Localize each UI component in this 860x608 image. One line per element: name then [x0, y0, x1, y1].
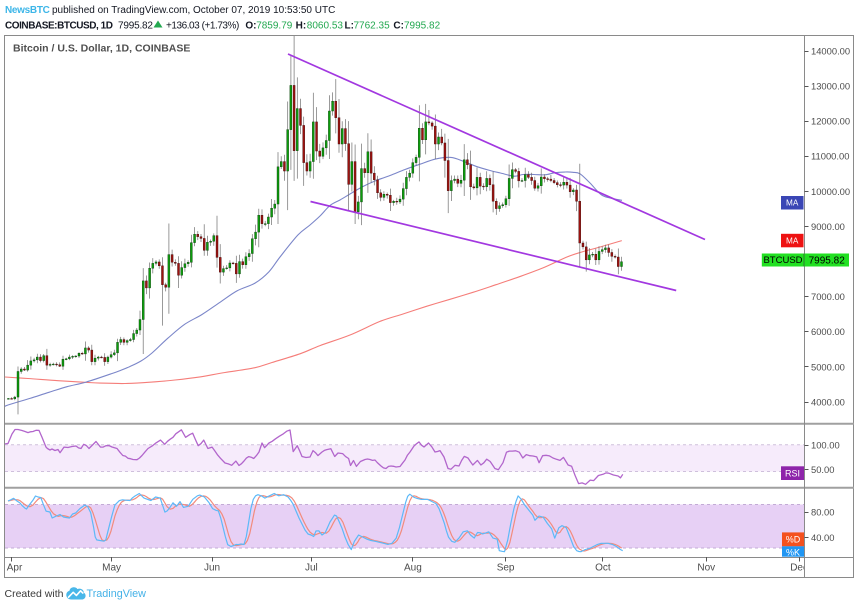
svg-text:BTCUSD: BTCUSD	[763, 255, 802, 266]
svg-text:50.00: 50.00	[811, 464, 834, 475]
svg-text:L:: L:	[345, 20, 354, 31]
svg-text:8060.53: 8060.53	[307, 20, 344, 31]
svg-text:7859.79: 7859.79	[256, 20, 293, 31]
svg-text:13000.00: 13000.00	[811, 81, 850, 92]
svg-text:5000.00: 5000.00	[811, 361, 845, 372]
svg-text:14000.00: 14000.00	[811, 45, 850, 56]
svg-text:C:: C:	[393, 20, 404, 31]
svg-text:O:: O:	[245, 20, 256, 31]
svg-text:6000.00: 6000.00	[811, 326, 845, 337]
svg-text:9000.00: 9000.00	[811, 221, 845, 232]
svg-text:80.00: 80.00	[811, 507, 834, 518]
svg-text:MA: MA	[786, 236, 799, 245]
svg-text:Nov: Nov	[697, 563, 715, 574]
svg-text:RSI: RSI	[785, 468, 800, 478]
svg-text:%D: %D	[786, 534, 801, 544]
svg-text:11000.00: 11000.00	[811, 151, 849, 162]
svg-text:4000.00: 4000.00	[811, 396, 845, 407]
svg-text:Apr: Apr	[7, 563, 23, 574]
svg-text:Jun: Jun	[204, 563, 220, 574]
svg-text:Bitcoin / U.S. Dollar, 1D, COI: Bitcoin / U.S. Dollar, 1D, COINBASE	[13, 43, 190, 55]
svg-text:+136.03 (+1.73%): +136.03 (+1.73%)	[166, 20, 239, 31]
svg-text:7995.82: 7995.82	[809, 255, 846, 266]
svg-text:published on TradingView.com,: published on TradingView.com, October 07…	[52, 5, 335, 16]
svg-text:Created with: Created with	[5, 588, 64, 600]
svg-text:%K: %K	[786, 547, 800, 557]
svg-text:NewsBTC: NewsBTC	[5, 5, 50, 16]
svg-text:40.00: 40.00	[811, 532, 834, 543]
svg-text:12000.00: 12000.00	[811, 116, 850, 127]
svg-text:Sep: Sep	[497, 563, 515, 574]
svg-text:10000.00: 10000.00	[811, 186, 850, 197]
svg-text:7995.82: 7995.82	[118, 20, 153, 31]
svg-text:7762.35: 7762.35	[354, 20, 391, 31]
svg-text:7995.82: 7995.82	[404, 20, 441, 31]
svg-text:COINBASE:BTCUSD, 1D: COINBASE:BTCUSD, 1D	[5, 20, 113, 31]
svg-text:TradingView: TradingView	[87, 588, 147, 600]
svg-text:100.00: 100.00	[811, 439, 840, 450]
svg-text:Oct: Oct	[595, 563, 611, 574]
svg-text:May: May	[102, 563, 121, 574]
svg-text:MA: MA	[786, 199, 799, 208]
svg-text:7000.00: 7000.00	[811, 291, 845, 302]
svg-text:Jul: Jul	[305, 563, 318, 574]
svg-text:H:: H:	[296, 20, 307, 31]
svg-text:Dec: Dec	[790, 563, 808, 574]
svg-text:Aug: Aug	[404, 563, 422, 574]
